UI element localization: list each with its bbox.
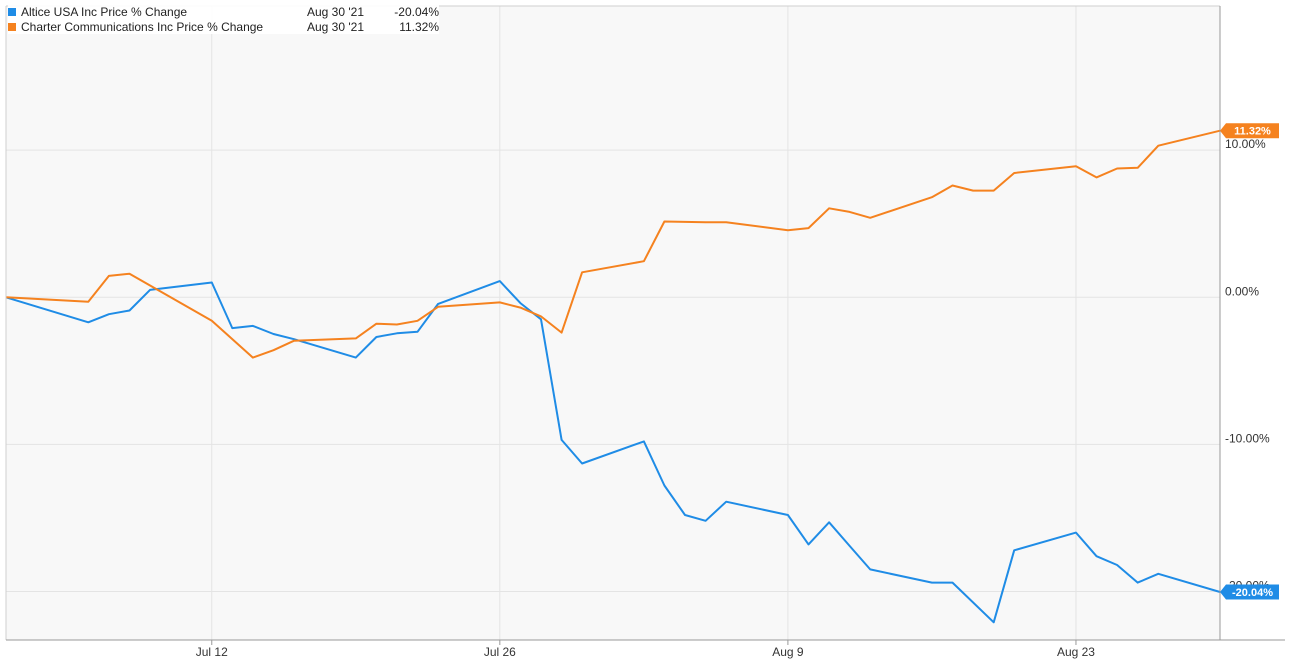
series-lines xyxy=(5,129,1221,624)
x-tick-label: Jul 26 xyxy=(484,645,516,659)
legend-date: Aug 30 '21 xyxy=(307,19,365,34)
legend-row-0: Altice USA Inc Price % Change Aug 30 '21 -… xyxy=(8,4,439,19)
grid-lines xyxy=(6,6,1220,640)
x-tick-label: Aug 9 xyxy=(772,645,804,659)
end-labels: -20.04% 11.32% xyxy=(1220,123,1279,600)
end-label-box xyxy=(1220,123,1279,139)
legend-series-name: Altice USA Inc Price % Change xyxy=(21,4,188,19)
x-tick-label: Jul 12 xyxy=(196,645,228,659)
series-line-1 xyxy=(5,129,1221,359)
y-tick-label: 0.00% xyxy=(1225,284,1259,298)
end-label-box xyxy=(1220,584,1279,600)
legend-row-1: Charter Communications Inc Price % Chang… xyxy=(8,19,439,34)
chart-legend: Altice USA Inc Price % Change Aug 30 '21 -… xyxy=(8,4,439,34)
legend-swatch xyxy=(8,22,16,31)
legend-value: -20.04% xyxy=(394,4,439,19)
end-label-text: -20.04% xyxy=(1232,587,1273,599)
legend-series-name: Charter Communications Inc Price % Chang… xyxy=(21,19,264,34)
series-line-0 xyxy=(5,280,1221,624)
end-label-text: 11.32% xyxy=(1234,126,1271,138)
legend-swatch xyxy=(8,7,16,16)
plot-background xyxy=(6,6,1220,640)
y-tick-label: 10.00% xyxy=(1225,137,1266,151)
x-tick-label: Aug 23 xyxy=(1057,645,1095,659)
legend-date: Aug 30 '21 xyxy=(307,4,365,19)
legend-value: 11.32% xyxy=(399,19,439,34)
y-tick-label: -10.00% xyxy=(1225,431,1270,445)
